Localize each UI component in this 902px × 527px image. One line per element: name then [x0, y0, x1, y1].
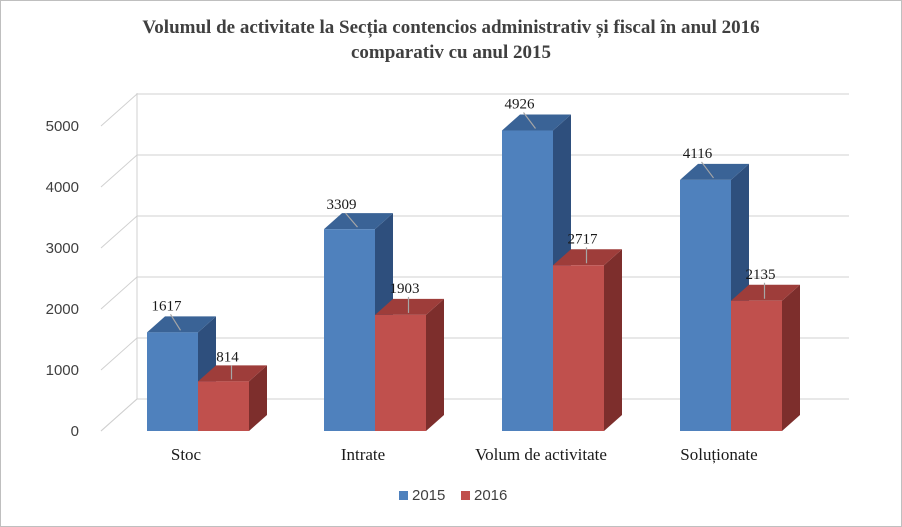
- bar-2015-3-front: [680, 179, 731, 431]
- data-label-2016-1: 1903: [390, 281, 420, 297]
- gridline-side-2: [100, 276, 138, 310]
- bar-2015-1-front: [324, 229, 375, 431]
- bar-2015-3-top: [680, 163, 749, 180]
- bar-2016-1-front: [375, 314, 426, 431]
- bar-2016-2-side: [604, 249, 622, 431]
- data-label-2016-2: 2717: [568, 231, 599, 247]
- gridline-side-3: [100, 215, 138, 249]
- bar-2016-1-top: [375, 298, 444, 315]
- bar-2015-1-top: [324, 213, 393, 230]
- bar-2016-2-top: [553, 249, 622, 266]
- x-category-label-3: Soluționate: [680, 445, 757, 464]
- y-tick-label-5: 5000: [46, 118, 79, 135]
- bar-2015-3-leader: [701, 161, 714, 179]
- bar-2015-2-front: [502, 130, 553, 431]
- x-category-label-2: Volum de activitate: [475, 445, 607, 464]
- gridline-side-4: [100, 154, 138, 188]
- x-category-label-0: Stoc: [171, 445, 202, 464]
- data-label-2016-3: 2135: [746, 267, 776, 283]
- y-tick-label-3: 3000: [46, 240, 79, 257]
- y-tick-label-0: 0: [71, 423, 79, 440]
- bar-2016-3-side: [782, 284, 800, 431]
- legend-label-2015: 2015: [412, 487, 445, 504]
- bar-2016-2-front: [553, 265, 604, 431]
- bar-2015-1-leader: [345, 212, 358, 228]
- chart-title: Volumul de activitate la Secția contenci…: [1, 15, 901, 65]
- chart-title-line-1: Volumul de activitate la Secția contenci…: [142, 17, 760, 38]
- bar-2015-2-top: [502, 114, 571, 131]
- bar-2016-0-side: [249, 365, 267, 431]
- legend-label-2016: 2016: [474, 487, 507, 504]
- bar-2016-0-front: [198, 381, 249, 431]
- gridline-side-5: [100, 93, 138, 127]
- bar-2015-0-top: [147, 316, 216, 333]
- legend-swatch-2015: [399, 491, 408, 500]
- gridline-side-0: [100, 398, 138, 432]
- gridline-side-1: [100, 337, 138, 371]
- bar-2016-3-top: [731, 284, 800, 301]
- bar-2016-1-side: [426, 298, 444, 431]
- bar-2015-0-leader: [169, 314, 182, 331]
- data-label-2015-0: 1617: [152, 298, 183, 314]
- x-category-label-1: Intrate: [341, 445, 385, 464]
- y-tick-label-4: 4000: [46, 179, 79, 196]
- legend-swatch-2016: [461, 491, 470, 500]
- bar-2015-0-front: [147, 332, 198, 431]
- y-tick-label-1: 1000: [46, 362, 79, 379]
- chart-title-line-2: comparativ cu anul 2015: [350, 42, 552, 63]
- bar-2016-0-top: [198, 365, 267, 382]
- bar-2016-3-front: [731, 300, 782, 431]
- data-label-2015-1: 3309: [327, 197, 357, 213]
- data-label-2015-3: 4116: [683, 146, 713, 162]
- bar-2015-2-leader: [523, 112, 536, 129]
- data-label-2016-0: 814: [216, 349, 239, 365]
- data-label-2015-2: 4926: [505, 97, 536, 113]
- y-tick-label-2: 2000: [46, 301, 79, 318]
